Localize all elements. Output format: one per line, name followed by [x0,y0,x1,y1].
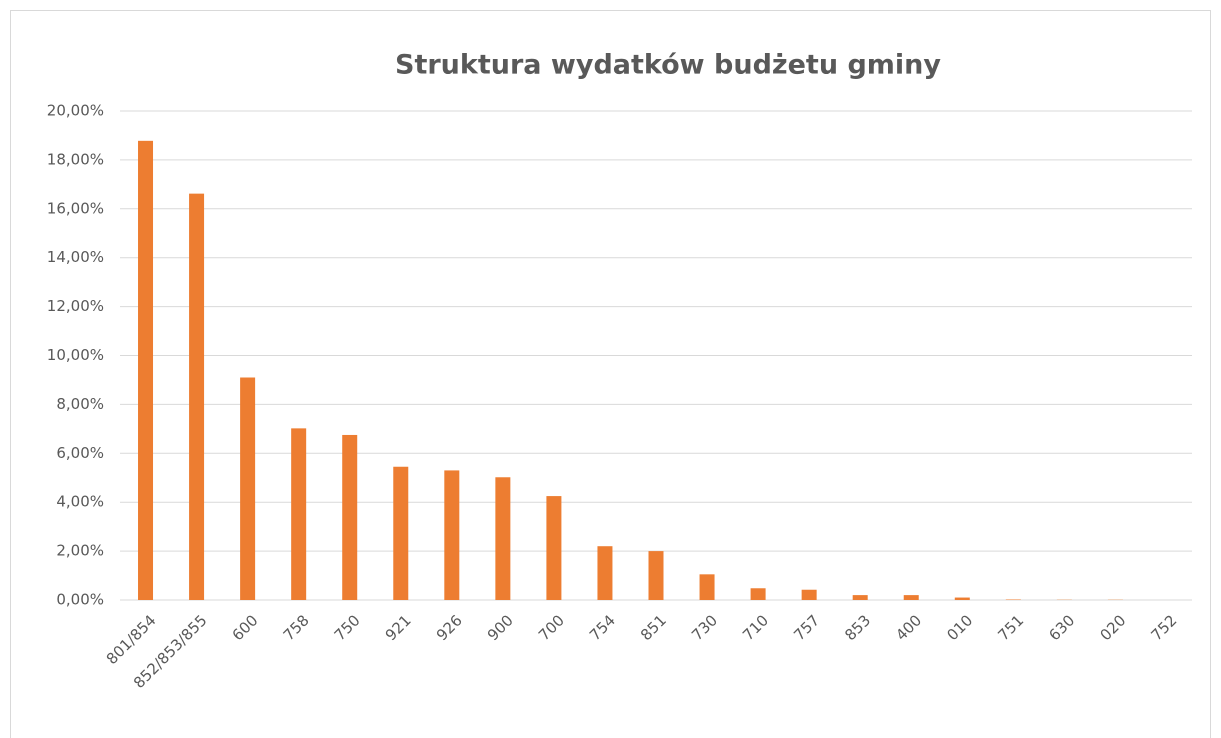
bar [444,470,460,600]
chart-frame [10,10,1211,738]
bar [648,551,664,600]
bar [342,434,358,600]
y-tick-label: 16,00% [47,199,104,217]
bar [954,597,970,600]
y-tick-label: 4,00% [56,493,104,511]
bar [495,477,511,600]
bar [189,193,205,601]
bar [240,377,256,600]
y-tick-label: 8,00% [56,395,104,413]
y-tick-label: 14,00% [47,248,104,266]
bar [699,574,715,600]
y-tick-label: 18,00% [47,150,104,168]
bar [393,466,409,600]
bar [801,589,817,600]
bar [291,428,307,600]
bar [597,546,613,600]
bar [546,496,562,600]
y-tick-label: 20,00% [47,102,104,120]
bar [138,140,154,601]
y-tick-label: 2,00% [56,542,104,560]
bar [852,595,868,600]
y-tick-label: 12,00% [47,297,104,315]
bar [903,595,919,600]
chart-title: Struktura wydatków budżetu gminy [395,50,941,81]
bar [750,588,766,600]
y-tick-label: 6,00% [56,444,104,462]
y-tick-label: 10,00% [47,346,104,364]
y-tick-label: 0,00% [56,591,104,609]
